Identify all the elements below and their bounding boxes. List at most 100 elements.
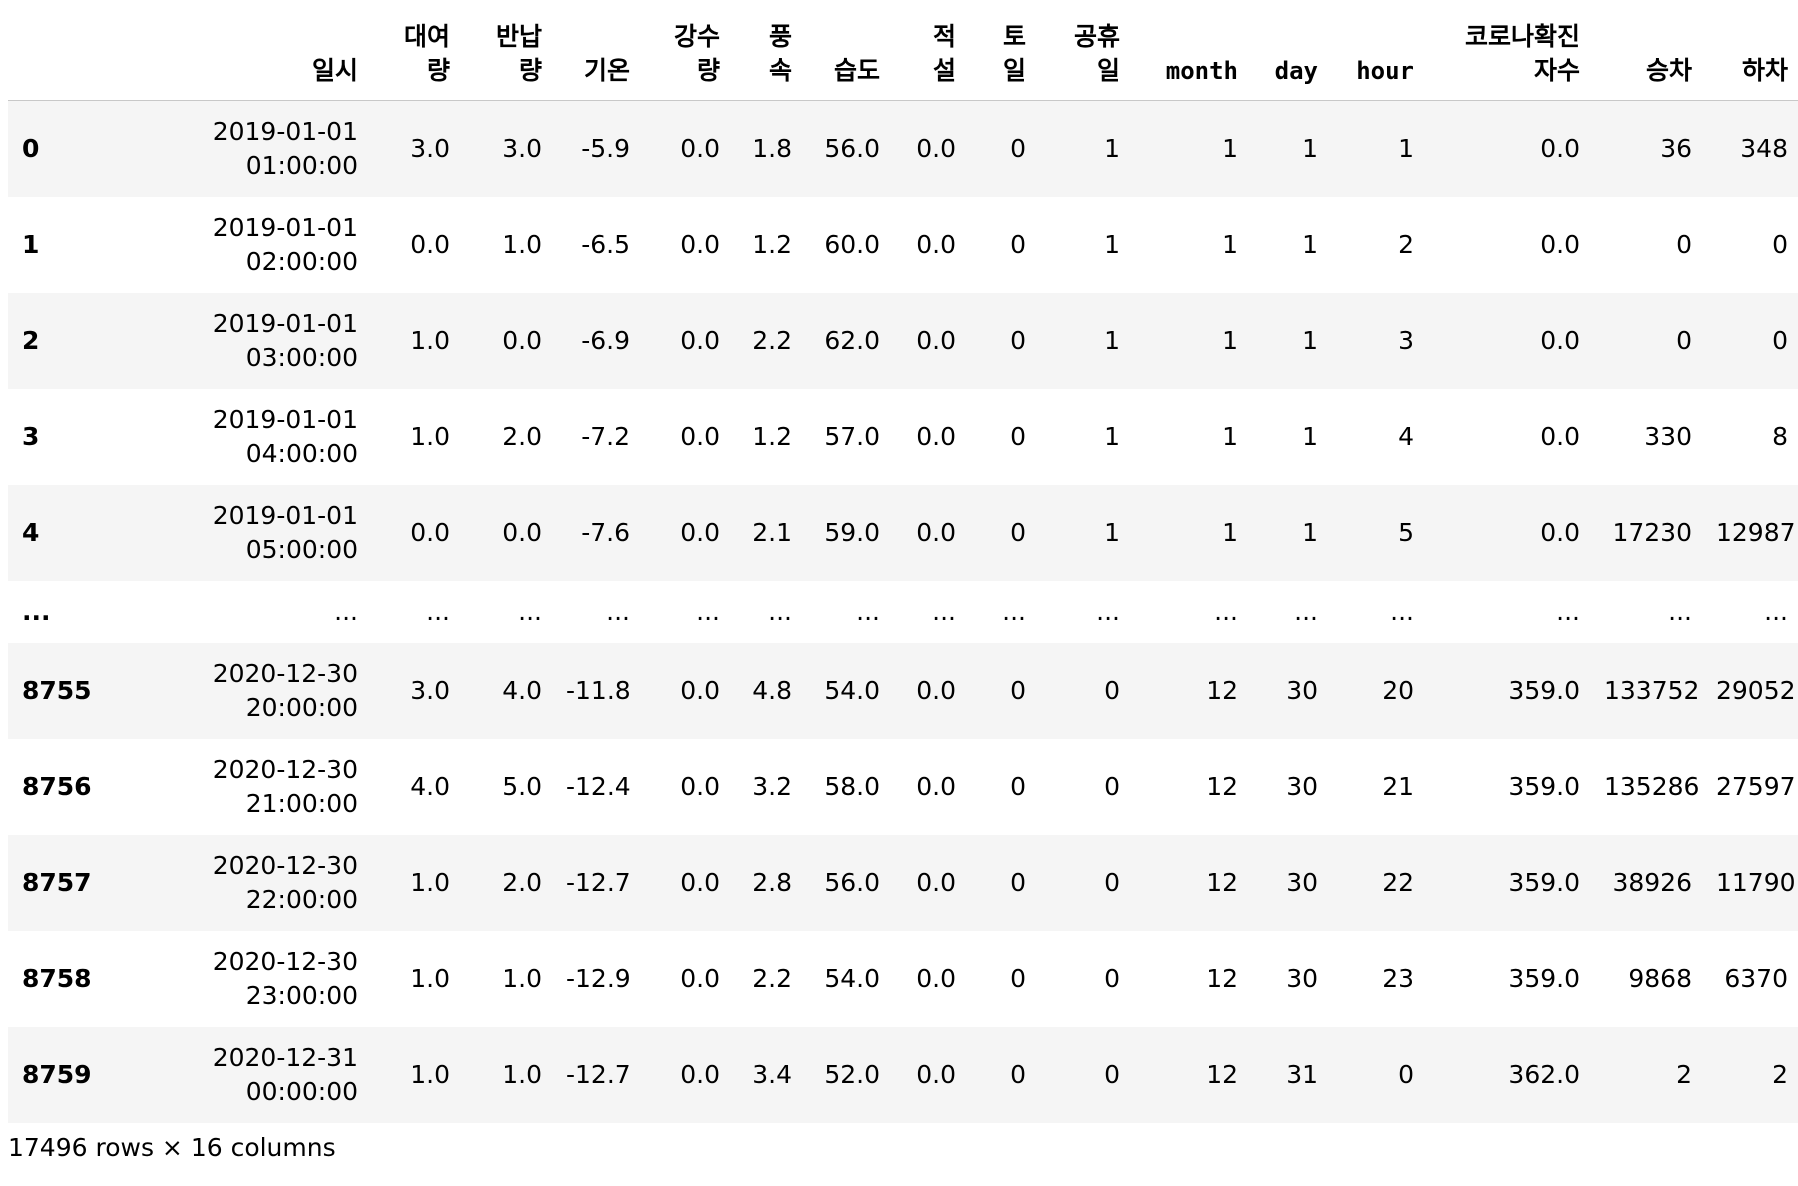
- cell-rain: 0.0: [680, 771, 720, 801]
- cell-saturday: 0: [1010, 1059, 1026, 1089]
- cell-hour: 2: [1398, 229, 1414, 259]
- cell-date: 2020-12-30: [212, 754, 358, 784]
- cell-holiday: 0: [1104, 1059, 1120, 1089]
- cell-board: 2: [1676, 1059, 1692, 1089]
- header-holiday: 공휴 일: [1038, 8, 1132, 101]
- cell-wind: 1.8: [752, 133, 792, 163]
- cell-holiday: 0: [1104, 963, 1120, 993]
- cell-month: 1: [1222, 421, 1238, 451]
- header-index: [8, 8, 98, 101]
- cell-saturday: 0: [1010, 517, 1026, 547]
- cell-time: 03:00:00: [245, 342, 358, 372]
- ellipsis-cell: ...: [768, 596, 792, 626]
- cell-month: 12: [1206, 675, 1238, 705]
- cell-time: 21:00:00: [245, 788, 358, 818]
- cell-rain: 0.0: [680, 133, 720, 163]
- cell-snow: 0.0: [916, 229, 956, 259]
- cell-rain: 0.0: [680, 1059, 720, 1089]
- row-index: 8758: [22, 963, 92, 993]
- cell-temp: -5.9: [581, 133, 630, 163]
- cell-covid: 0.0: [1540, 133, 1580, 163]
- cell-return: 2.0: [502, 421, 542, 451]
- cell-datetime: 2020-12-30 22:00:00: [98, 835, 370, 931]
- cell-board: 9868: [1628, 963, 1692, 993]
- table-row: 8756 2020-12-30 21:00:00 4.0 5.0 -12.4 0.0 3.2 5…: [8, 738, 1798, 835]
- cell-day: 1: [1302, 421, 1318, 451]
- header-rent: 대여 량: [370, 8, 462, 101]
- cell-rain: 0.0: [680, 421, 720, 451]
- cell-month: 12: [1206, 963, 1238, 993]
- cell-wind: 3.4: [752, 1059, 792, 1089]
- cell-rent: 3.0: [410, 675, 450, 705]
- cell-temp: -12.7: [566, 1059, 631, 1089]
- cell-saturday: 0: [1010, 867, 1026, 897]
- table-row: 3 2019-01-01 04:00:00 1.0 2.0 -7.2 0.0 1.2 57.0 0…: [8, 388, 1798, 485]
- cell-board: 0: [1676, 325, 1692, 355]
- cell-datetime: 2019-01-01 04:00:00: [98, 389, 370, 485]
- cell-temp: -7.6: [581, 517, 630, 547]
- cell-datetime: 2019-01-01 02:00:00: [98, 197, 370, 293]
- table-row: 0 2019-01-01 01:00:00 3.0 3.0 -5.9 0.0 1.8 56.0 0…: [8, 100, 1798, 197]
- cell-holiday: 0: [1104, 771, 1120, 801]
- cell-holiday: 0: [1104, 867, 1120, 897]
- ellipsis-cell: ...: [334, 596, 358, 626]
- cell-saturday: 0: [1010, 133, 1026, 163]
- row-index: 1: [22, 229, 40, 259]
- cell-day: 30: [1286, 771, 1318, 801]
- cell-board: 17230: [1612, 517, 1692, 547]
- cell-alight: 2: [1772, 1059, 1788, 1089]
- table-row: 2 2019-01-01 03:00:00 1.0 0.0 -6.9 0.0 2.2 62.0 0…: [8, 292, 1798, 389]
- cell-temp: -7.2: [581, 421, 630, 451]
- cell-hour: 4: [1398, 421, 1414, 451]
- cell-return: 2.0: [502, 867, 542, 897]
- table-row: 1 2019-01-01 02:00:00 0.0 1.0 -6.5 0.0 1.2 60.0 0…: [8, 196, 1798, 293]
- cell-rent: 1.0: [410, 963, 450, 993]
- cell-datetime: 2020-12-30 20:00:00: [98, 643, 370, 739]
- row-index: 8759: [22, 1059, 92, 1089]
- cell-return: 1.0: [502, 963, 542, 993]
- cell-date: 2019-01-01: [212, 404, 358, 434]
- row-index: 8755: [22, 675, 92, 705]
- cell-day: 31: [1286, 1059, 1318, 1089]
- cell-hour: 20: [1382, 675, 1414, 705]
- cell-time: 04:00:00: [245, 438, 358, 468]
- cell-rent: 3.0: [410, 133, 450, 163]
- cell-alight: 29052: [1716, 675, 1796, 705]
- cell-holiday: 1: [1104, 133, 1120, 163]
- cell-day: 30: [1286, 867, 1318, 897]
- cell-temp: -12.7: [566, 867, 631, 897]
- cell-rent: 1.0: [410, 867, 450, 897]
- cell-humidity: 54.0: [824, 675, 880, 705]
- cell-rent: 1.0: [410, 325, 450, 355]
- shape-summary: 17496 rows × 16 columns: [8, 1133, 336, 1162]
- cell-covid: 362.0: [1508, 1059, 1580, 1089]
- cell-day: 1: [1302, 133, 1318, 163]
- ellipsis-cell: ...: [932, 596, 956, 626]
- cell-rent: 0.0: [410, 229, 450, 259]
- cell-rain: 0.0: [680, 325, 720, 355]
- cell-holiday: 1: [1104, 229, 1120, 259]
- cell-day: 1: [1302, 325, 1318, 355]
- row-index: 0: [22, 133, 40, 163]
- cell-time: 20:00:00: [245, 692, 358, 722]
- cell-covid: 359.0: [1508, 675, 1580, 705]
- cell-alight: 0: [1772, 325, 1788, 355]
- cell-alight: 348: [1740, 133, 1788, 163]
- cell-date: 2020-12-30: [212, 946, 358, 976]
- ellipsis-cell: ...: [1294, 596, 1318, 626]
- cell-humidity: 56.0: [824, 867, 880, 897]
- header-humidity: 습도: [804, 8, 892, 101]
- cell-return: 1.0: [502, 229, 542, 259]
- cell-month: 1: [1222, 229, 1238, 259]
- cell-holiday: 0: [1104, 675, 1120, 705]
- cell-rain: 0.0: [680, 963, 720, 993]
- header-month: month: [1132, 8, 1250, 101]
- header-temp: 기온: [554, 8, 642, 101]
- cell-board: 36: [1660, 133, 1692, 163]
- cell-covid: 359.0: [1508, 867, 1580, 897]
- table-row: 8757 2020-12-30 22:00:00 1.0 2.0 -12.7 0.0 2.8 5…: [8, 834, 1798, 931]
- cell-date: 2020-12-31: [212, 1042, 358, 1072]
